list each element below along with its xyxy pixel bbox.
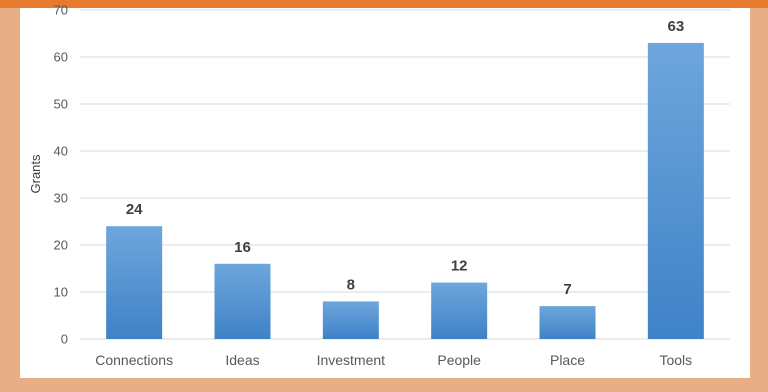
bars (106, 42, 704, 340)
bar-tools (647, 42, 704, 340)
y-axis-label: Grants (28, 154, 43, 194)
data-label: 8 (347, 276, 355, 293)
y-axis-ticks: 0 10 20 30 40 50 60 70 (54, 3, 68, 347)
y-tick-label: 50 (54, 97, 68, 112)
top-band (0, 0, 768, 8)
gridlines (80, 9, 730, 340)
data-label: 7 (563, 281, 571, 298)
x-category-label: Place (550, 352, 585, 368)
data-label: 63 (667, 18, 684, 35)
y-tick-label: 0 (61, 332, 68, 347)
x-category-label: People (437, 352, 481, 368)
bar-people (431, 282, 488, 339)
y-tick-label: 20 (54, 238, 68, 253)
bar-connections (106, 226, 163, 339)
bar-place (539, 306, 596, 339)
y-tick-label: 70 (54, 3, 68, 18)
y-tick-label: 60 (54, 50, 68, 65)
x-category-label: Ideas (225, 352, 259, 368)
bar-ideas (214, 263, 271, 339)
bar-investment (322, 301, 379, 339)
data-label: 24 (126, 201, 143, 218)
data-label: 16 (234, 239, 251, 256)
x-category-label: Investment (317, 352, 386, 368)
data-labels: 24 16 8 12 7 63 (126, 18, 684, 298)
y-tick-label: 10 (54, 285, 68, 300)
y-tick-label: 30 (54, 191, 68, 206)
x-axis-categories: Connections Ideas Investment People Place Too… (95, 352, 692, 368)
x-category-label: Connections (95, 352, 173, 368)
y-tick-label: 40 (54, 144, 68, 159)
data-label: 12 (451, 258, 468, 275)
x-category-label: Tools (659, 352, 692, 368)
